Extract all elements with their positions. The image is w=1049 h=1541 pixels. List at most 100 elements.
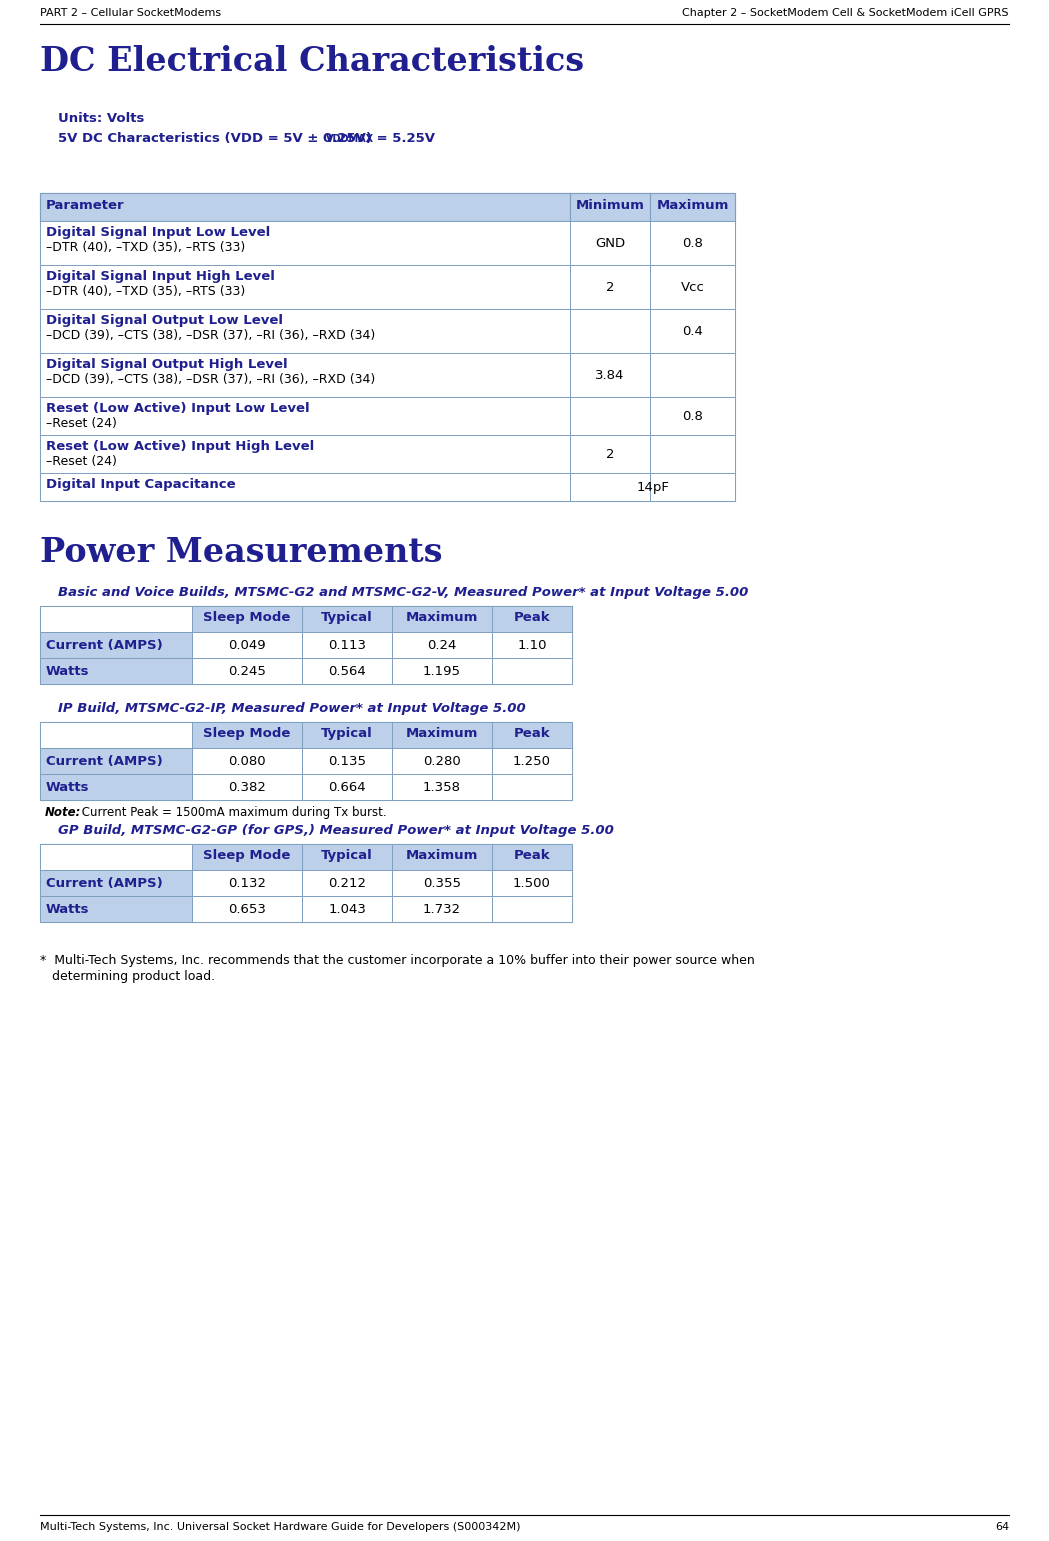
Text: Digital Input Capacitance: Digital Input Capacitance [46, 478, 236, 492]
Bar [492, 774, 572, 800]
Bar [492, 658, 572, 684]
Bar [570, 265, 650, 310]
Text: 1.500: 1.500 [513, 877, 551, 889]
Bar [570, 398, 650, 435]
Text: 2: 2 [605, 280, 615, 293]
Bar [192, 632, 302, 658]
Text: Peak: Peak [514, 849, 551, 861]
Bar [40, 895, 192, 922]
Bar [492, 747, 572, 774]
Bar [650, 353, 735, 398]
Bar [392, 871, 492, 895]
Bar [40, 871, 192, 895]
Text: Current (AMPS): Current (AMPS) [46, 638, 163, 652]
Text: 0.280: 0.280 [423, 755, 461, 767]
Bar [40, 398, 570, 435]
Text: –DTR (40), –TXD (35), –RTS (33): –DTR (40), –TXD (35), –RTS (33) [46, 285, 245, 297]
Text: 0.355: 0.355 [423, 877, 461, 889]
Text: Watts: Watts [46, 903, 89, 915]
Bar [302, 632, 392, 658]
Text: Parameter: Parameter [46, 199, 125, 213]
Text: Vcc: Vcc [681, 280, 705, 293]
Text: 1.10: 1.10 [517, 638, 547, 652]
Bar [192, 723, 302, 747]
Bar [570, 435, 650, 473]
Text: 1.195: 1.195 [423, 664, 461, 678]
Bar [392, 723, 492, 747]
Bar [192, 747, 302, 774]
Bar [302, 895, 392, 922]
Text: Watts: Watts [46, 780, 89, 794]
Text: Chapter 2 – SocketModem Cell & SocketModem iCell GPRS: Chapter 2 – SocketModem Cell & SocketMod… [683, 8, 1009, 18]
Text: 0.8: 0.8 [682, 236, 703, 250]
Bar [302, 606, 392, 632]
Bar [40, 193, 570, 220]
Bar [392, 844, 492, 871]
Text: 0.4: 0.4 [682, 325, 703, 337]
Text: Multi-Tech Systems, Inc. Universal Socket Hardware Guide for Developers (S000342: Multi-Tech Systems, Inc. Universal Socke… [40, 1523, 520, 1532]
Text: 0.664: 0.664 [328, 780, 366, 794]
Bar [40, 606, 192, 632]
Text: 1.250: 1.250 [513, 755, 551, 767]
Text: Reset (Low Active) Input Low Level: Reset (Low Active) Input Low Level [46, 402, 309, 415]
Bar [40, 310, 570, 353]
Text: Maximum: Maximum [406, 610, 478, 624]
Bar [40, 723, 192, 747]
Bar [40, 723, 572, 800]
Text: Digital Signal Output Low Level: Digital Signal Output Low Level [46, 314, 283, 327]
Bar [392, 774, 492, 800]
Text: VDDMAX: VDDMAX [326, 134, 374, 143]
Text: Note:: Note: [45, 806, 82, 818]
Text: Sleep Mode: Sleep Mode [204, 849, 291, 861]
Text: Peak: Peak [514, 727, 551, 740]
Text: 1.732: 1.732 [423, 903, 462, 915]
Bar [40, 606, 572, 684]
Bar [40, 844, 572, 922]
Text: Maximum: Maximum [657, 199, 729, 213]
Text: Current (AMPS): Current (AMPS) [46, 877, 163, 889]
Bar [40, 193, 735, 501]
Text: 1.043: 1.043 [328, 903, 366, 915]
Text: 0.049: 0.049 [229, 638, 265, 652]
Text: Watts: Watts [46, 664, 89, 678]
Text: –Reset (24): –Reset (24) [46, 455, 116, 468]
Bar [492, 632, 572, 658]
Bar [650, 220, 735, 265]
Text: 0.245: 0.245 [228, 664, 266, 678]
Bar [40, 265, 570, 310]
Bar [192, 871, 302, 895]
Text: PART 2 – Cellular SocketModems: PART 2 – Cellular SocketModems [40, 8, 221, 18]
Bar [650, 310, 735, 353]
Text: Typical: Typical [321, 727, 372, 740]
Bar [40, 220, 570, 265]
Text: –DCD (39), –CTS (38), –DSR (37), –RI (36), –RXD (34): –DCD (39), –CTS (38), –DSR (37), –RI (36… [46, 328, 376, 342]
Bar [302, 774, 392, 800]
Text: Reset (Low Active) Input High Level: Reset (Low Active) Input High Level [46, 441, 315, 453]
Bar [492, 723, 572, 747]
Text: Digital Signal Input Low Level: Digital Signal Input Low Level [46, 227, 271, 239]
Text: 0.113: 0.113 [328, 638, 366, 652]
Bar [392, 658, 492, 684]
Text: *  Multi-Tech Systems, Inc. recommends that the customer incorporate a 10% buffe: * Multi-Tech Systems, Inc. recommends th… [40, 954, 754, 968]
Text: 14pF: 14pF [636, 481, 669, 493]
Bar [192, 658, 302, 684]
Bar [40, 632, 192, 658]
Bar [392, 747, 492, 774]
Bar [40, 473, 570, 501]
Text: 2: 2 [605, 447, 615, 461]
Text: 1.358: 1.358 [423, 780, 461, 794]
Text: IP Build, MTSMC-G2-IP, Measured Power* at Input Voltage 5.00: IP Build, MTSMC-G2-IP, Measured Power* a… [58, 703, 526, 715]
Text: Typical: Typical [321, 849, 372, 861]
Bar [302, 844, 392, 871]
Text: 0.135: 0.135 [328, 755, 366, 767]
Text: Sleep Mode: Sleep Mode [204, 727, 291, 740]
Text: 3.84: 3.84 [596, 368, 625, 382]
Bar [570, 220, 650, 265]
Bar [192, 844, 302, 871]
Bar [650, 265, 735, 310]
Bar [302, 747, 392, 774]
Text: Power Measurements: Power Measurements [40, 536, 443, 569]
Bar [570, 353, 650, 398]
Text: Typical: Typical [321, 610, 372, 624]
Bar [40, 844, 192, 871]
